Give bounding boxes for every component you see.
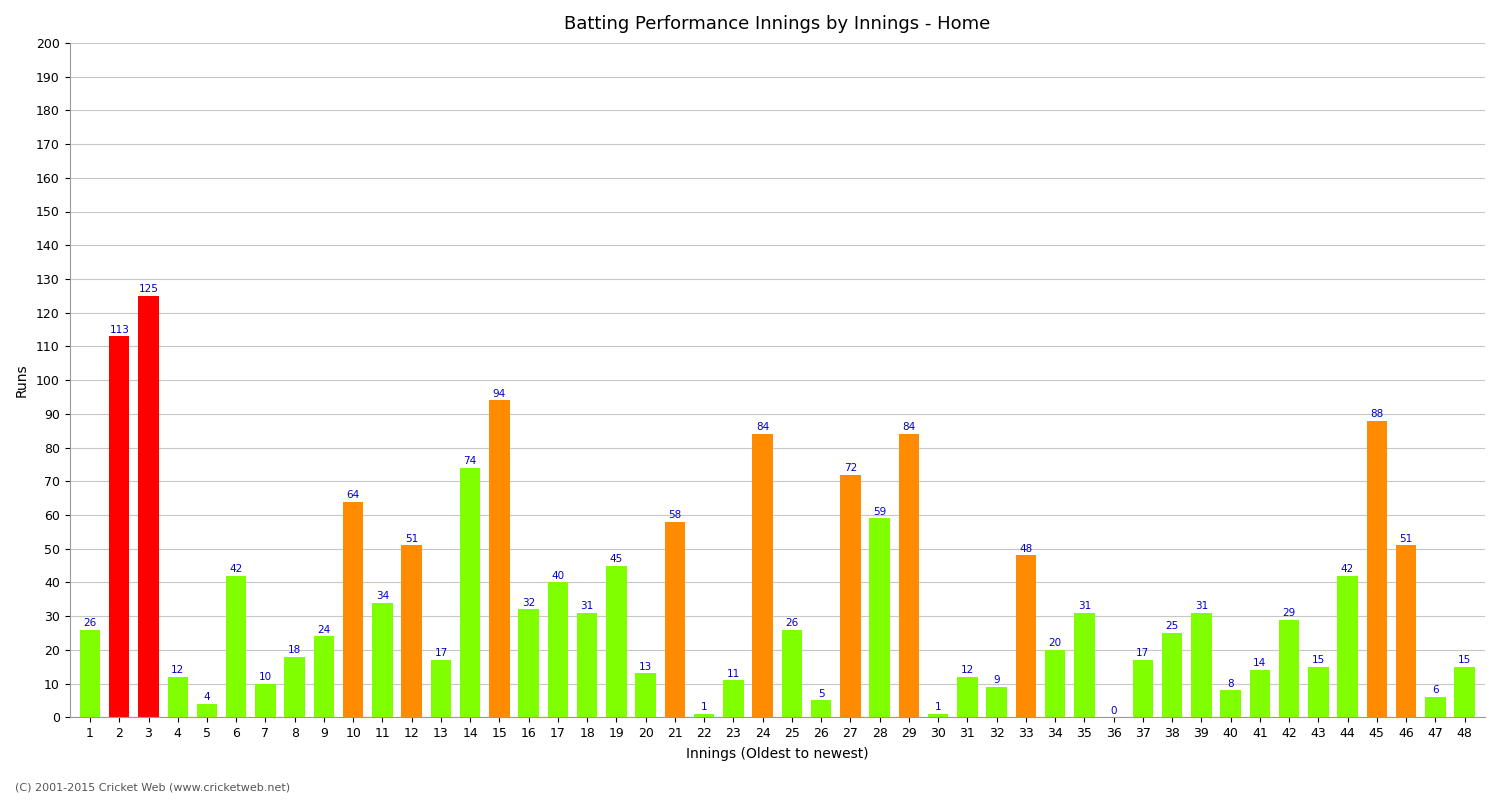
Bar bbox=[1280, 619, 1299, 718]
Text: 51: 51 bbox=[405, 534, 418, 544]
Text: 5: 5 bbox=[818, 689, 825, 698]
Bar bbox=[1046, 650, 1065, 718]
Bar bbox=[1308, 666, 1329, 718]
Text: 20: 20 bbox=[1048, 638, 1062, 648]
Text: 24: 24 bbox=[318, 625, 330, 634]
Text: 6: 6 bbox=[1432, 686, 1438, 695]
Bar bbox=[636, 674, 656, 718]
Bar bbox=[1132, 660, 1154, 718]
Text: 59: 59 bbox=[873, 506, 886, 517]
Bar bbox=[1250, 670, 1270, 718]
Bar bbox=[548, 582, 568, 718]
Bar bbox=[723, 680, 744, 718]
Text: 10: 10 bbox=[260, 672, 272, 682]
Bar bbox=[928, 714, 948, 718]
Bar bbox=[812, 701, 831, 718]
Text: 11: 11 bbox=[728, 669, 740, 678]
Text: 17: 17 bbox=[435, 648, 447, 658]
Bar bbox=[519, 610, 538, 718]
Text: 26: 26 bbox=[84, 618, 96, 628]
Y-axis label: Runs: Runs bbox=[15, 363, 28, 397]
X-axis label: Innings (Oldest to newest): Innings (Oldest to newest) bbox=[686, 747, 868, 761]
Bar bbox=[840, 474, 861, 718]
Text: 13: 13 bbox=[639, 662, 652, 672]
Bar bbox=[1396, 546, 1416, 718]
Bar bbox=[344, 502, 363, 718]
Text: 51: 51 bbox=[1400, 534, 1413, 544]
Bar bbox=[460, 468, 480, 718]
Text: 125: 125 bbox=[138, 284, 159, 294]
Bar bbox=[196, 704, 217, 718]
Bar bbox=[694, 714, 714, 718]
Bar bbox=[987, 687, 1006, 718]
Text: 1: 1 bbox=[934, 702, 942, 712]
Text: 88: 88 bbox=[1370, 409, 1383, 419]
Text: 15: 15 bbox=[1311, 655, 1324, 665]
Bar bbox=[255, 684, 276, 718]
Text: 18: 18 bbox=[288, 645, 302, 655]
Bar bbox=[1221, 690, 1240, 718]
Text: 14: 14 bbox=[1252, 658, 1266, 669]
Text: 31: 31 bbox=[1194, 601, 1208, 611]
Text: 42: 42 bbox=[1341, 564, 1354, 574]
Text: 26: 26 bbox=[786, 618, 798, 628]
Bar bbox=[226, 576, 246, 718]
Text: 9: 9 bbox=[993, 675, 1000, 686]
Bar bbox=[1191, 613, 1212, 718]
Text: 29: 29 bbox=[1282, 608, 1296, 618]
Bar bbox=[782, 630, 802, 718]
Bar bbox=[314, 637, 334, 718]
Bar bbox=[80, 630, 100, 718]
Text: 32: 32 bbox=[522, 598, 536, 608]
Bar bbox=[138, 296, 159, 718]
Bar bbox=[1366, 421, 1388, 718]
Title: Batting Performance Innings by Innings - Home: Batting Performance Innings by Innings -… bbox=[564, 15, 990, 33]
Bar bbox=[168, 677, 188, 718]
Text: 31: 31 bbox=[1077, 601, 1090, 611]
Bar bbox=[1338, 576, 1358, 718]
Text: 42: 42 bbox=[230, 564, 243, 574]
Bar bbox=[110, 336, 129, 718]
Bar bbox=[402, 546, 422, 718]
Text: 12: 12 bbox=[960, 665, 974, 675]
Text: 64: 64 bbox=[346, 490, 360, 500]
Text: 72: 72 bbox=[844, 463, 856, 473]
Bar bbox=[957, 677, 978, 718]
Bar bbox=[753, 434, 772, 718]
Text: 0: 0 bbox=[1110, 706, 1118, 716]
Text: 74: 74 bbox=[464, 456, 477, 466]
Text: 1: 1 bbox=[700, 702, 708, 712]
Text: 48: 48 bbox=[1019, 544, 1032, 554]
Bar bbox=[1425, 697, 1446, 718]
Text: 8: 8 bbox=[1227, 678, 1234, 689]
Text: 15: 15 bbox=[1458, 655, 1472, 665]
Bar bbox=[606, 566, 627, 718]
Bar bbox=[430, 660, 451, 718]
Text: 12: 12 bbox=[171, 665, 184, 675]
Bar bbox=[1162, 633, 1182, 718]
Bar bbox=[898, 434, 920, 718]
Text: 17: 17 bbox=[1136, 648, 1149, 658]
Text: 45: 45 bbox=[610, 554, 622, 564]
Text: 94: 94 bbox=[494, 389, 506, 398]
Bar bbox=[1016, 555, 1036, 718]
Text: 31: 31 bbox=[580, 601, 594, 611]
Text: 113: 113 bbox=[110, 325, 129, 334]
Bar bbox=[870, 518, 889, 718]
Text: 84: 84 bbox=[902, 422, 915, 432]
Bar bbox=[285, 657, 304, 718]
Text: 84: 84 bbox=[756, 422, 770, 432]
Text: (C) 2001-2015 Cricket Web (www.cricketweb.net): (C) 2001-2015 Cricket Web (www.cricketwe… bbox=[15, 782, 290, 792]
Text: 34: 34 bbox=[376, 591, 388, 601]
Bar bbox=[1074, 613, 1095, 718]
Bar bbox=[489, 400, 510, 718]
Text: 58: 58 bbox=[669, 510, 681, 520]
Bar bbox=[578, 613, 597, 718]
Text: 25: 25 bbox=[1166, 622, 1179, 631]
Bar bbox=[372, 602, 393, 718]
Bar bbox=[1455, 666, 1474, 718]
Text: 40: 40 bbox=[552, 570, 564, 581]
Bar bbox=[664, 522, 686, 718]
Text: 4: 4 bbox=[204, 692, 210, 702]
